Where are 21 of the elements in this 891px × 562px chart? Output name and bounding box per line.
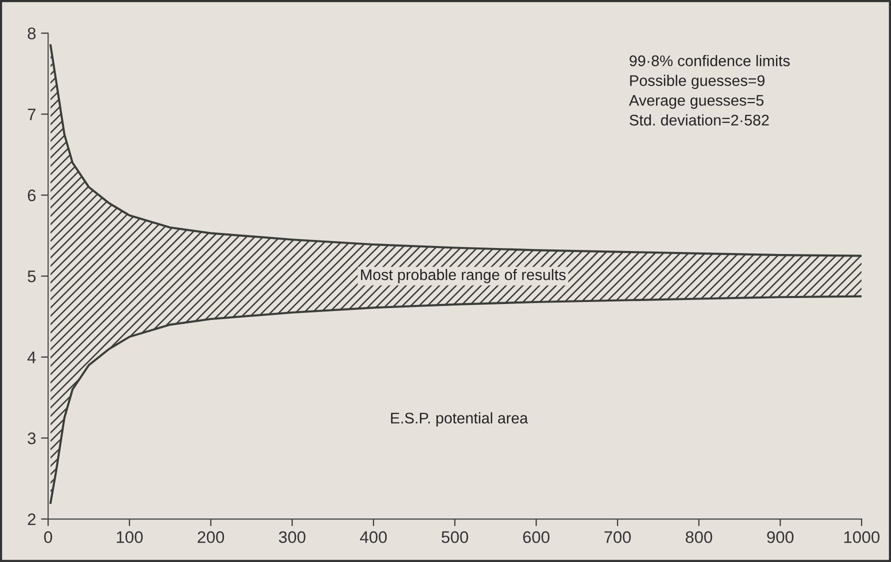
y-tick-label: 8 bbox=[28, 28, 36, 40]
annotation: 99·8% confidence limits Possible guesses=9 Average guesses=5 Std. deviation=2·582 bbox=[628, 55, 790, 126]
x-tick-label: 100 bbox=[116, 531, 143, 544]
x-tick-label: 500 bbox=[442, 531, 468, 544]
y-tick-label: 2 bbox=[28, 513, 36, 526]
x-tick-label: 200 bbox=[198, 531, 224, 544]
x-tick-label: 900 bbox=[767, 531, 794, 544]
y-tick-label: 3 bbox=[28, 432, 36, 444]
x-tick-label: 800 bbox=[686, 531, 712, 544]
x-tick-label: 300 bbox=[278, 531, 306, 544]
y-tick-label: 5 bbox=[28, 270, 36, 282]
y-tick-label: 6 bbox=[28, 190, 36, 202]
x-tick-label: 1000 bbox=[844, 531, 880, 544]
y-tick-label: 7 bbox=[28, 108, 36, 120]
annotation: E.S.P. potential area bbox=[391, 412, 528, 427]
annotation: Most probable range of results bbox=[361, 268, 566, 284]
y-tick-label: 4 bbox=[27, 352, 36, 364]
x-tick-label: 0 bbox=[44, 531, 52, 544]
x-tick-label: 400 bbox=[360, 531, 387, 544]
x-tick-label: 600 bbox=[523, 531, 550, 544]
x-tick-label: 700 bbox=[604, 531, 631, 544]
